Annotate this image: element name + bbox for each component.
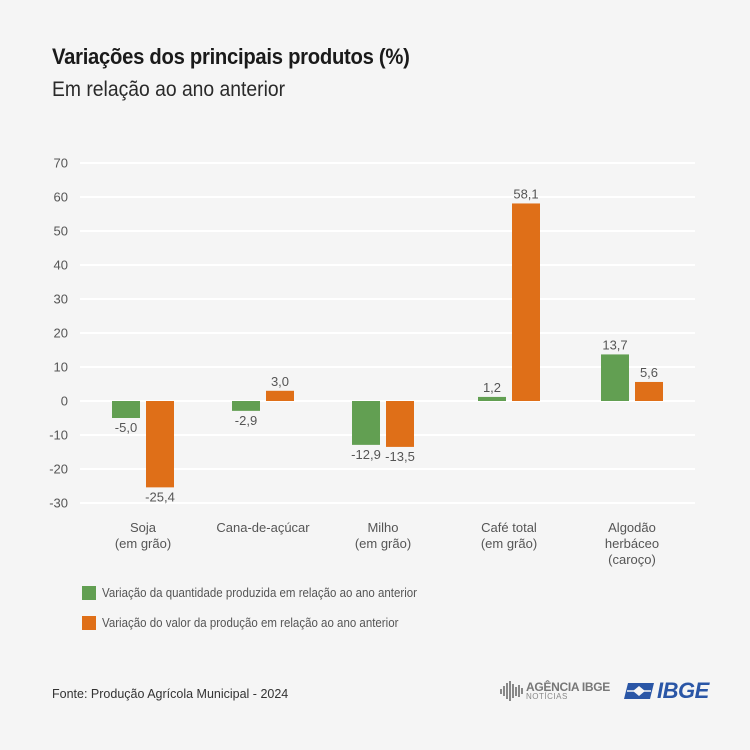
ibge-logo-text: IBGE xyxy=(656,678,709,703)
y-axis-ticks: 70 60 50 40 30 20 10 0 -10 -20 -30 xyxy=(49,156,68,511)
category-label: Cana-de-açúcar xyxy=(216,520,310,535)
agencia-logo-icon xyxy=(500,681,523,701)
data-label: 3,0 xyxy=(271,374,289,389)
bar-quantity xyxy=(478,396,506,401)
bar-quantity xyxy=(112,401,140,418)
y-tick-label: 70 xyxy=(54,156,68,171)
bar-quantity xyxy=(601,354,629,401)
legend-item-quantity: Variação da quantidade produzida em rela… xyxy=(82,578,444,608)
data-label: 13,7 xyxy=(602,337,627,352)
agencia-sub-text: NOTÍCIAS xyxy=(526,692,568,701)
data-label: -12,9 xyxy=(351,447,381,462)
y-tick-label: -20 xyxy=(49,462,68,477)
y-tick-label: 60 xyxy=(54,190,68,205)
data-label: 58,1 xyxy=(513,186,538,201)
bar-value xyxy=(146,401,174,488)
legend-swatch-green xyxy=(82,586,96,600)
category-label: Soja (em grão) xyxy=(115,520,171,551)
data-label: 1,2 xyxy=(483,380,501,395)
bar-value xyxy=(512,203,540,401)
category-label: Algodão herbáceo (caroço) xyxy=(605,520,659,567)
bar-value xyxy=(266,390,294,401)
ibge-logo-icon xyxy=(623,683,654,699)
bar-quantity xyxy=(232,401,260,411)
data-label: -13,5 xyxy=(385,449,415,464)
chart-subtitle: Em relação ao ano anterior xyxy=(52,78,286,101)
agencia-main-text: AGÊNCIA IBGE xyxy=(526,680,610,694)
category-labels: Soja (em grão) Cana-de-açúcar Milho (em grão… xyxy=(115,520,659,567)
source-note: Fonte: Produção Agrícola Municipal - 202… xyxy=(52,687,289,701)
bar-value xyxy=(386,401,414,447)
bars xyxy=(112,203,663,488)
category-label: Café total (em grão) xyxy=(481,520,537,551)
data-label: -25,4 xyxy=(145,489,175,504)
data-label: 5,6 xyxy=(640,365,658,380)
y-tick-label: 20 xyxy=(54,326,68,341)
legend-label: Variação da quantidade produzida em rela… xyxy=(102,586,417,600)
legend-label: Variação do valor da produção em relação… xyxy=(102,616,399,630)
gridlines xyxy=(80,162,695,504)
category-label: Milho (em grão) xyxy=(355,520,411,551)
y-tick-label: 0 xyxy=(61,394,68,409)
data-label: -2,9 xyxy=(235,413,257,428)
bar-quantity xyxy=(352,401,380,445)
value-labels: -5,0 -2,9 -12,9 1,2 13,7 -25,4 3,0 -13,5 58,1 5,6 xyxy=(115,186,658,504)
logos: AGÊNCIA IBGE NOTÍCIAS IBGE xyxy=(500,678,709,704)
bar-value xyxy=(635,381,663,401)
legend-swatch-orange xyxy=(82,616,96,630)
y-tick-label: 10 xyxy=(54,360,68,375)
legend: Variação da quantidade produzida em rela… xyxy=(82,578,444,638)
legend-item-value: Variação do valor da produção em relação… xyxy=(82,608,444,638)
y-tick-label: 40 xyxy=(54,258,68,273)
y-tick-label: -30 xyxy=(49,496,68,511)
y-tick-label: 50 xyxy=(54,224,68,239)
agencia-ibge-logo: AGÊNCIA IBGE NOTÍCIAS xyxy=(500,680,610,702)
chart-title: Variações dos principais produtos (%) xyxy=(52,44,410,69)
data-label: -5,0 xyxy=(115,420,137,435)
y-tick-label: -10 xyxy=(49,428,68,443)
y-tick-label: 30 xyxy=(54,292,68,307)
